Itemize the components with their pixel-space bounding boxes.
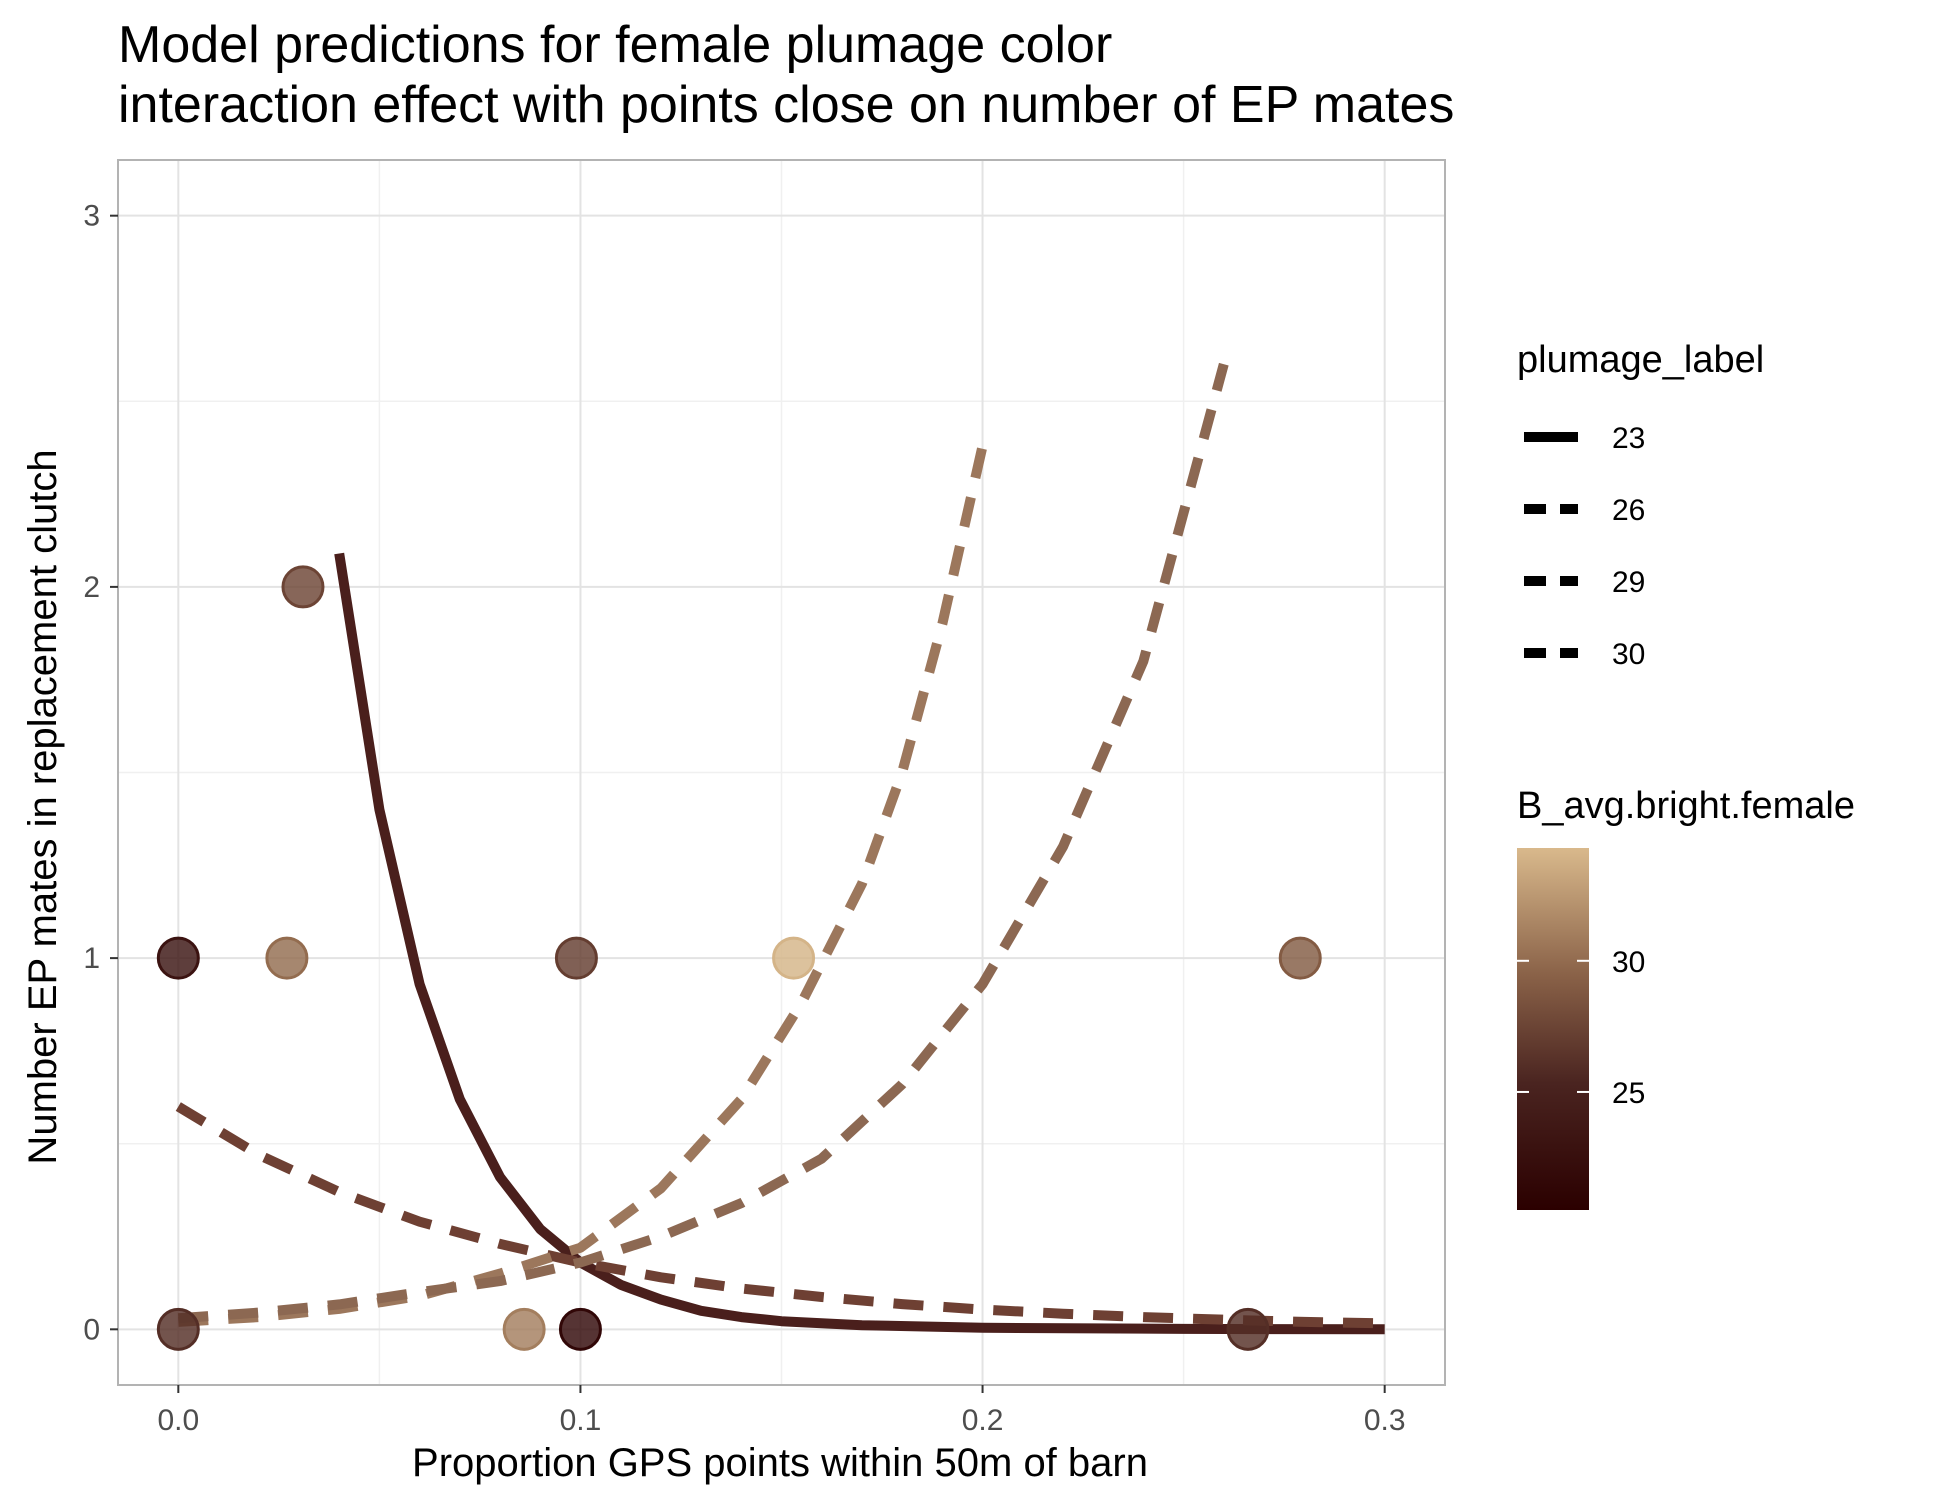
legend-linetype-title: plumage_label bbox=[1517, 339, 1764, 381]
data-point bbox=[772, 936, 816, 980]
y-axis-title: Number EP mates in replacement clutch bbox=[21, 449, 65, 1164]
chart-title: Model predictions for female plumage col… bbox=[118, 16, 1112, 74]
data-point bbox=[1226, 1307, 1270, 1351]
y-tick-label: 2 bbox=[83, 571, 100, 604]
panel-border bbox=[117, 159, 1446, 1386]
colorbar bbox=[1517, 848, 1589, 1210]
series-line-23 bbox=[334, 552, 1385, 1335]
data-point bbox=[502, 1307, 546, 1351]
prediction-lines bbox=[175, 362, 1385, 1335]
y-tick-label: 3 bbox=[83, 200, 100, 233]
legend-label-29: 29 bbox=[1612, 566, 1645, 599]
legend-label-26: 26 bbox=[1612, 494, 1645, 527]
data-point bbox=[281, 565, 325, 609]
observed-points bbox=[156, 565, 1322, 1351]
x-tick-label: 0.0 bbox=[157, 1404, 199, 1437]
axis-ticks: 0.0 0.1 0.2 0.3 0 1 2 3 bbox=[83, 200, 1405, 1437]
legend-linetype: plumage_label 23 26 29 30 bbox=[1517, 339, 1764, 671]
colorbar-label: 30 bbox=[1612, 946, 1645, 979]
x-tick-label: 0.2 bbox=[962, 1404, 1004, 1437]
legend-label-30: 30 bbox=[1612, 638, 1645, 671]
chart-subtitle: interaction effect with points close on … bbox=[118, 76, 1454, 134]
x-tick-label: 0.3 bbox=[1364, 1404, 1406, 1437]
y-tick-label: 0 bbox=[83, 1313, 100, 1346]
colorbar-label: 25 bbox=[1612, 1077, 1645, 1110]
data-point bbox=[265, 936, 309, 980]
legend-label-23: 23 bbox=[1612, 422, 1645, 455]
series-line-30 bbox=[177, 362, 1229, 1324]
data-point bbox=[558, 1307, 602, 1351]
y-tick-label: 1 bbox=[83, 942, 100, 975]
x-tick-label: 0.1 bbox=[560, 1404, 602, 1437]
x-axis-title: Proportion GPS points within 50m of barn bbox=[412, 1441, 1148, 1485]
data-point bbox=[1278, 936, 1322, 980]
data-point bbox=[156, 936, 200, 980]
series-line-26 bbox=[175, 1102, 1385, 1329]
legend-color: B_avg.bright.female 25 30 bbox=[1517, 785, 1855, 1210]
data-point bbox=[156, 1307, 200, 1351]
grid bbox=[118, 160, 1445, 1385]
legend-color-title: B_avg.bright.female bbox=[1517, 785, 1855, 827]
data-point bbox=[554, 936, 598, 980]
